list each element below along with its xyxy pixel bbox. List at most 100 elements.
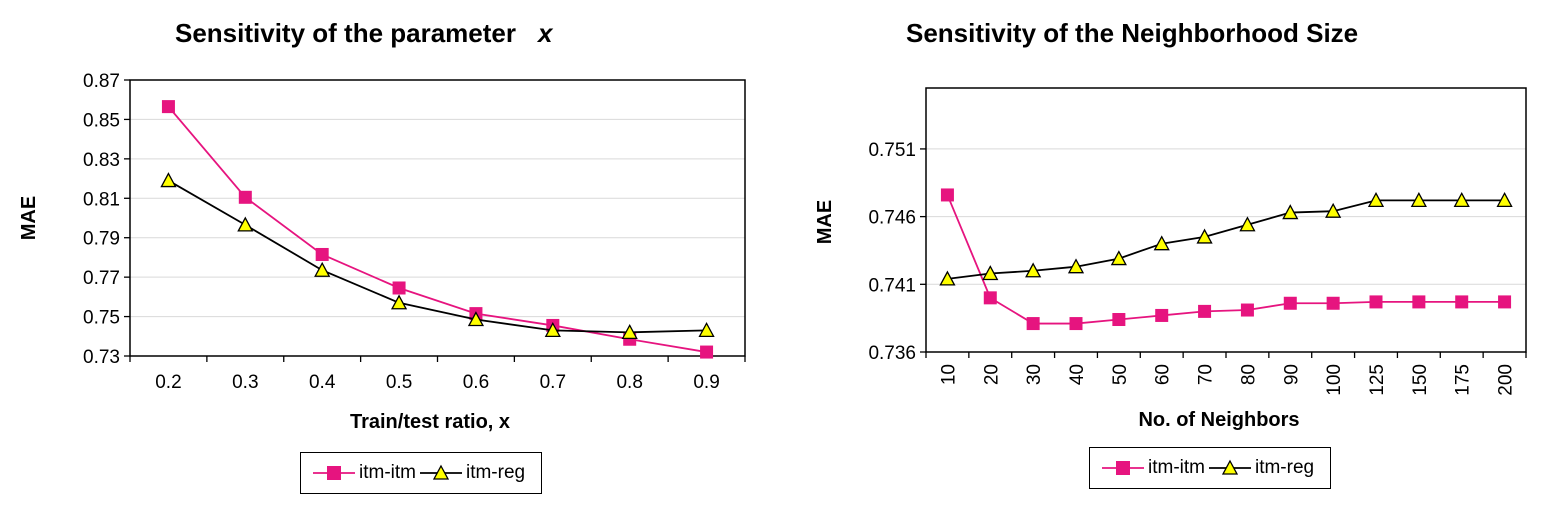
x-tick-label: 80	[1238, 364, 1259, 385]
legend-item-itm-itm: itm-itm	[313, 462, 420, 484]
data-point-itm-itm	[1412, 295, 1426, 309]
chart-train-test-ratio: Sensitivity of the parameter x 0.73 0.75 0.…	[18, 18, 746, 494]
chart-title: Sensitivity of the Neighborhood Size	[906, 18, 1359, 48]
data-point-itm-reg	[544, 322, 561, 338]
legend: itm-itm itm-reg	[300, 452, 543, 494]
data-point-itm-itm	[1455, 295, 1469, 309]
square-marker-icon	[313, 466, 355, 480]
data-point-itm-reg	[939, 270, 956, 286]
data-point-itm-reg	[1196, 228, 1213, 244]
triangle-marker-icon	[419, 464, 462, 480]
data-point-itm-reg	[314, 261, 331, 277]
legend-label: itm-reg	[1254, 457, 1315, 478]
chart-neighborhood-size: Sensitivity of the Neighborhood Size 0.7…	[774, 0, 1548, 512]
legend-label: itm-itm	[359, 462, 416, 483]
y-tick-label: 0.73	[83, 347, 120, 368]
series-line-itm-itm	[946, 194, 1505, 325]
data-point-itm-itm	[315, 247, 329, 261]
chart-title: Sensitivity of the parameter x	[175, 18, 553, 48]
legend-item-itm-itm: itm-itm	[1102, 457, 1209, 479]
x-tick-label: 125	[1367, 364, 1388, 396]
legend-item-itm-reg: itm-reg	[1208, 457, 1318, 479]
x-axis-label: No. of Neighbors	[1138, 409, 1299, 431]
data-point-itm-reg	[1367, 191, 1385, 208]
x-tick-label: 200	[1496, 364, 1517, 396]
legend: itm-itm itm-reg	[1089, 447, 1332, 489]
y-tick-label: 0.77	[83, 268, 120, 289]
x-tick-label: 20	[981, 364, 1002, 385]
x-tick-label: 0.8	[616, 372, 642, 393]
data-point-itm-itm	[1155, 308, 1169, 322]
data-point-itm-itm	[392, 281, 406, 295]
x-tick-label: 175	[1453, 364, 1474, 396]
series-line-itm-reg	[947, 199, 1505, 280]
series-line-itm-reg	[167, 179, 707, 334]
x-axis-label: Train/test ratio, x	[350, 411, 510, 433]
x-tick-label: 0.4	[309, 372, 336, 393]
x-tick-label: 30	[1024, 364, 1045, 385]
data-point-itm-reg	[237, 216, 254, 232]
data-point-itm-reg	[1410, 191, 1427, 208]
x-tick-label: 10	[938, 364, 959, 385]
x-tick-label: 0.7	[540, 372, 566, 393]
x-tick-label: 40	[1067, 364, 1088, 385]
y-tick-label: 0.741	[868, 275, 916, 296]
legend-item-itm-reg: itm-reg	[419, 462, 529, 484]
legend-label: itm-itm	[1148, 457, 1205, 478]
y-tick-label: 0.83	[83, 150, 120, 171]
data-point-itm-itm	[1069, 317, 1083, 331]
y-tick-label: 0.79	[83, 229, 120, 250]
data-point-itm-reg	[1282, 204, 1299, 220]
y-tick-label: 0.746	[868, 208, 916, 229]
y-tick-label: 0.87	[83, 71, 120, 92]
data-point-itm-reg	[621, 323, 638, 339]
data-point-itm-reg	[1496, 191, 1513, 208]
data-point-itm-reg	[1453, 191, 1470, 208]
data-point-itm-reg	[160, 172, 177, 188]
legend-label: itm-reg	[465, 462, 526, 483]
data-point-itm-itm	[238, 190, 252, 204]
data-point-itm-itm	[1498, 295, 1512, 309]
data-point-itm-reg	[390, 294, 408, 310]
data-point-itm-reg	[1067, 258, 1085, 274]
triangle-marker-icon	[1208, 459, 1251, 475]
data-point-itm-itm	[940, 188, 954, 202]
y-axis-label: MAE	[814, 200, 836, 244]
x-tick-label: 90	[1281, 364, 1302, 385]
data-point-itm-reg	[1025, 262, 1042, 278]
square-marker-icon	[1102, 461, 1144, 475]
data-point-itm-itm	[1326, 296, 1340, 310]
x-tick-label: 50	[1110, 364, 1131, 385]
x-tick-label: 0.2	[155, 372, 181, 393]
y-tick-label: 0.81	[83, 189, 120, 210]
data-point-itm-reg	[1325, 202, 1342, 218]
data-point-itm-itm	[1283, 296, 1297, 310]
y-axis-label: MAE	[18, 196, 40, 240]
x-tick-label: 100	[1324, 364, 1345, 396]
plot-area: 0.73 0.75 0.77 0.79 0.81 0.83 0.85 0.87 0.2 0.3 0.…	[18, 71, 746, 433]
x-tick-label: 0.3	[232, 372, 258, 393]
y-tick-label: 0.85	[83, 110, 120, 131]
series-line-itm-itm	[167, 106, 707, 353]
data-point-itm-reg	[1110, 250, 1127, 266]
plot-area: 0.736 0.741 0.746 0.751 10 20 30 40 50 60 70 80 90 10…	[814, 87, 1527, 431]
data-point-itm-itm	[1240, 303, 1254, 317]
data-point-itm-itm	[1026, 317, 1040, 331]
x-tick-label: 0.5	[386, 372, 412, 393]
y-tick-label: 0.751	[868, 140, 916, 161]
data-point-itm-reg	[1153, 235, 1170, 251]
data-point-itm-itm	[1198, 304, 1212, 318]
y-tick-label: 0.75	[83, 308, 120, 329]
data-point-itm-reg	[698, 322, 715, 338]
x-tick-label: 0.9	[693, 372, 719, 393]
data-point-itm-reg	[467, 311, 485, 327]
y-tick-label: 0.736	[868, 343, 916, 364]
data-point-itm-reg	[982, 265, 999, 281]
data-point-itm-itm	[700, 345, 714, 359]
x-tick-label: 70	[1196, 364, 1217, 385]
x-tick-label: 0.6	[463, 372, 489, 393]
data-point-itm-itm	[1112, 313, 1126, 327]
data-point-itm-itm	[983, 291, 997, 305]
plot-frame	[129, 79, 746, 357]
x-tick-label: 60	[1153, 364, 1174, 385]
